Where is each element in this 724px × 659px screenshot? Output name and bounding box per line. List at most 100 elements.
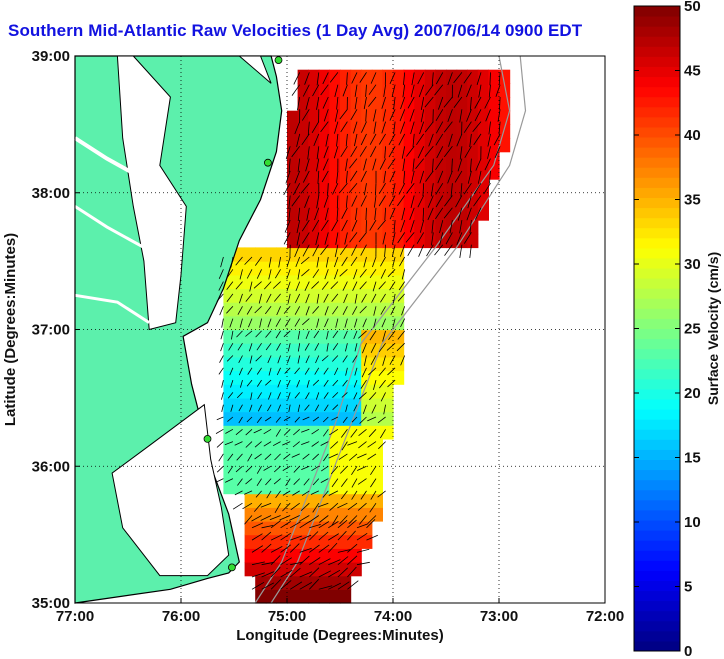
- velocity-arrow: [427, 195, 434, 208]
- velocity-arrow: [348, 182, 358, 193]
- velocity-arrow: [459, 244, 463, 258]
- velocity-cell: [403, 69, 415, 84]
- velocity-cell: [382, 288, 394, 303]
- velocity-cell: [308, 534, 320, 549]
- velocity-arrow: [255, 355, 262, 362]
- velocity-arrow: [354, 293, 358, 304]
- velocity-cell: [223, 466, 235, 481]
- velocity-arrow: [218, 367, 224, 375]
- colorbar-segment: [634, 237, 680, 249]
- velocity-cell: [424, 83, 436, 98]
- velocity-arrow: [348, 453, 358, 461]
- velocity-arrow: [331, 293, 339, 302]
- velocity-cell: [318, 425, 330, 440]
- velocity-cell: [255, 370, 267, 385]
- velocity-arrow: [227, 453, 234, 462]
- velocity-arrow: [374, 207, 377, 220]
- velocity-arrow: [296, 220, 301, 234]
- velocity-arrow: [294, 318, 301, 327]
- velocity-cell: [371, 384, 383, 399]
- velocity-cell: [329, 575, 341, 590]
- velocity-arrow: [293, 72, 301, 85]
- velocity-arrow: [311, 281, 320, 289]
- velocity-cell: [318, 329, 330, 344]
- velocity-cell: [340, 562, 352, 577]
- velocity-arrow: [299, 515, 310, 522]
- velocity-cell: [371, 466, 383, 481]
- velocity-arrow: [239, 318, 243, 328]
- velocity-cell: [329, 110, 341, 125]
- velocity-cell: [318, 220, 330, 235]
- velocity-cell: [318, 233, 330, 249]
- velocity-arrow: [221, 404, 224, 412]
- velocity-arrow: [332, 355, 339, 362]
- colorbar-segment: [634, 288, 680, 299]
- velocity-arrow: [313, 330, 320, 339]
- velocity-arrow: [351, 478, 358, 488]
- velocity-arrow: [392, 318, 396, 328]
- velocity-cell: [446, 138, 458, 153]
- velocity-arrow: [450, 183, 453, 197]
- velocity-arrow: [443, 207, 453, 219]
- velocity-cell: [371, 370, 383, 385]
- velocity-arrow: [249, 355, 253, 364]
- velocity-arrow: [426, 244, 434, 257]
- velocity-cell: [361, 192, 373, 207]
- velocity-arrow: [342, 416, 348, 423]
- velocity-cell: [234, 425, 246, 440]
- velocity-cell: [329, 425, 341, 440]
- colorbar-tick-label: 30: [684, 256, 701, 273]
- velocity-arrow: [332, 183, 339, 195]
- velocity-arrow: [226, 269, 234, 279]
- velocity-arrow: [437, 170, 444, 184]
- velocity-cell: [350, 370, 362, 385]
- velocity-cell: [318, 206, 330, 221]
- velocity-arrow: [435, 109, 444, 122]
- velocity-cell: [255, 261, 267, 276]
- velocity-arrow: [356, 532, 368, 541]
- velocity-arrow: [318, 570, 331, 578]
- velocity-arrow: [304, 281, 310, 291]
- velocity-cell: [308, 493, 320, 508]
- velocity-arrow: [240, 379, 243, 388]
- velocity-arrow: [488, 84, 491, 98]
- velocity-cell: [393, 261, 405, 276]
- x-axis-ticks: 77:00 76:00 75:00 74:00 73:00 72:00: [56, 598, 624, 625]
- velocity-arrow: [417, 195, 425, 208]
- y-tick-label: 39:00: [32, 48, 70, 65]
- velocity-arrow: [299, 521, 311, 529]
- velocity-arrow: [363, 158, 367, 171]
- velocity-arrow: [396, 342, 405, 352]
- velocity-arrow: [307, 121, 310, 135]
- velocity-arrow: [484, 96, 491, 109]
- velocity-arrow: [249, 404, 253, 412]
- velocity-arrow: [344, 232, 348, 245]
- velocity-cell: [403, 192, 415, 207]
- velocity-cell: [382, 261, 394, 276]
- velocity-arrow: [476, 72, 482, 86]
- velocity-cell: [499, 138, 511, 153]
- velocity-arrow: [250, 392, 253, 400]
- velocity-arrow: [263, 428, 272, 435]
- velocity-arrow: [436, 146, 444, 159]
- velocity-arrow: [370, 343, 377, 353]
- velocity-cell: [329, 97, 341, 112]
- velocity-arrow: [411, 170, 415, 184]
- velocity-arrow: [373, 121, 377, 134]
- velocity-arrow: [419, 219, 425, 233]
- velocity-arrow: [453, 72, 463, 84]
- velocity-arrow: [334, 121, 339, 134]
- velocity-arrow: [372, 158, 377, 171]
- velocity-arrow: [342, 281, 348, 291]
- velocity-cell: [340, 507, 352, 522]
- velocity-arrow: [367, 441, 377, 448]
- velocity-arrow: [331, 219, 339, 232]
- velocity-cell: [371, 206, 383, 221]
- velocity-cell: [371, 220, 383, 235]
- velocity-arrow: [367, 453, 377, 460]
- velocity-cell: [424, 97, 436, 112]
- velocity-arrow: [315, 355, 320, 364]
- velocity-arrow: [340, 146, 348, 158]
- x-tick-label: 73:00: [480, 608, 518, 625]
- velocity-cell: [297, 69, 309, 84]
